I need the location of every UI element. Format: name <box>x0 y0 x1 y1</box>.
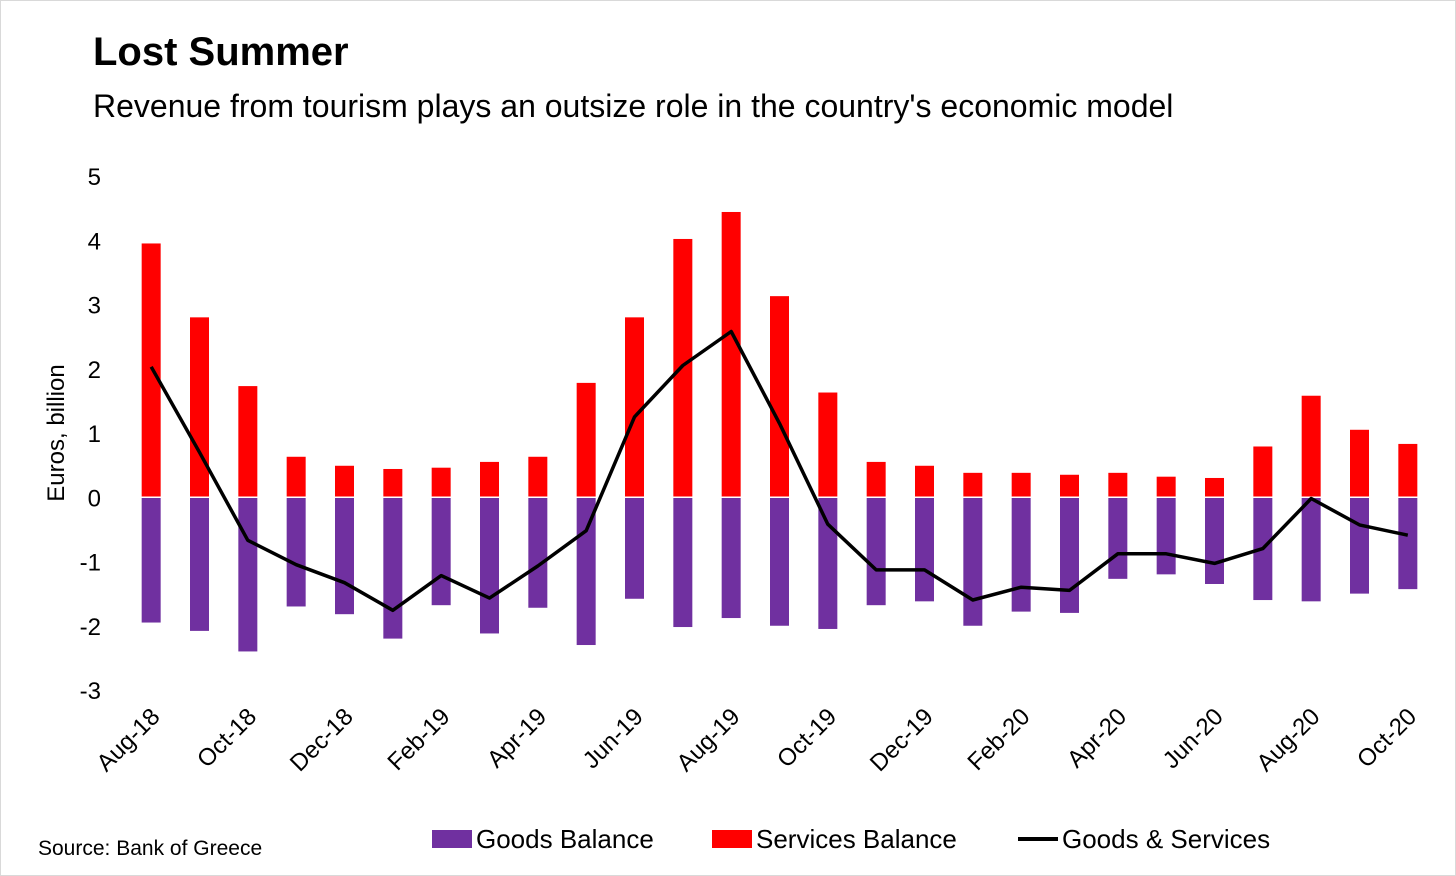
y-tick-label: -2 <box>80 614 101 641</box>
goods-bar <box>625 497 644 599</box>
legend-goods: Goods Balance <box>432 822 654 856</box>
chart-subtitle: Revenue from tourism plays an outsize ro… <box>93 88 1174 124</box>
goods-bar <box>1108 497 1128 579</box>
services-bar <box>1253 446 1273 498</box>
goods-bar <box>190 497 209 631</box>
x-tick-label: Oct-20 <box>1352 703 1422 773</box>
services-bar <box>335 465 354 498</box>
y-axis-label: Euros, billion <box>43 364 70 501</box>
goods-bar <box>1398 497 1418 590</box>
goods-bar <box>383 497 403 639</box>
services-bar <box>1060 474 1079 498</box>
legend-total-swatch <box>1018 837 1058 841</box>
goods-bar <box>286 497 306 607</box>
legend-goods-label: Goods Balance <box>476 823 654 854</box>
x-tick-label: Feb-19 <box>383 703 456 776</box>
services-bar <box>528 456 548 498</box>
x-tick-label: Dec-18 <box>285 703 359 777</box>
legend-services-swatch <box>712 830 752 848</box>
chart-title: Lost Summer <box>93 30 349 74</box>
y-tick-label: -1 <box>80 550 101 577</box>
goods-bar <box>1205 497 1224 584</box>
x-tick-label: Oct-19 <box>772 703 842 773</box>
goods-bar <box>238 497 258 652</box>
services-bar <box>963 472 983 498</box>
goods-bar <box>770 497 789 626</box>
goods-services-line <box>149 329 1409 613</box>
source-note: Source: Bank of Greece <box>38 837 263 860</box>
goods-bar <box>528 497 548 608</box>
services-bar <box>238 386 258 498</box>
goods-bar <box>721 497 741 619</box>
x-tick-label: Aug-18 <box>92 703 166 777</box>
goods-bar <box>1011 497 1031 612</box>
goods-bar <box>1301 497 1321 602</box>
services-bar <box>1398 443 1418 498</box>
services-bar <box>721 211 741 498</box>
x-tick-label: Aug-20 <box>1252 703 1326 777</box>
x-tick-label: Oct-18 <box>192 703 262 773</box>
goods-bar <box>818 497 838 629</box>
y-tick-label: -3 <box>80 678 101 705</box>
y-tick-label: 1 <box>88 421 101 448</box>
goods-bar <box>673 497 693 628</box>
services-bar <box>1011 472 1031 498</box>
x-tick-label: Feb-20 <box>963 703 1036 776</box>
services-bar <box>818 392 838 498</box>
goods-bar <box>1350 497 1369 594</box>
services-bar <box>1301 395 1321 498</box>
x-tick-label: Dec-19 <box>865 703 939 777</box>
services-bar <box>1205 477 1224 498</box>
services-bar <box>383 468 403 498</box>
goods-bar <box>866 497 886 606</box>
x-tick-label: Jun-19 <box>578 703 649 774</box>
services-bar <box>1156 476 1176 498</box>
services-bar <box>1350 429 1369 498</box>
services-bar <box>286 456 306 498</box>
legend-goods-swatch <box>432 830 472 848</box>
services-bar <box>770 296 789 498</box>
services-bar <box>673 238 693 498</box>
goods-bar <box>915 497 934 602</box>
services-bar <box>141 243 161 498</box>
y-tick-label: 3 <box>88 293 101 320</box>
y-tick-label: 5 <box>88 164 101 191</box>
goods-bar <box>141 497 161 623</box>
goods-bar <box>1156 497 1176 575</box>
legend-total-label: Goods & Services <box>1062 823 1271 854</box>
y-tick-label: 0 <box>88 485 101 512</box>
goods-bar <box>480 497 499 634</box>
services-bar <box>190 317 209 498</box>
services-bar <box>576 382 596 498</box>
x-tick-label: Apr-20 <box>1062 703 1132 773</box>
y-tick-label: 2 <box>88 357 101 384</box>
services-bar <box>431 467 451 498</box>
x-tick-label: Jun-20 <box>1158 703 1229 774</box>
services-bar <box>480 461 499 498</box>
legend-total: Goods & Services <box>1018 822 1270 856</box>
services-bar <box>625 317 644 498</box>
services-bar <box>866 461 886 498</box>
services-bar <box>915 465 934 498</box>
goods-bar <box>963 497 983 626</box>
x-tick-label: Aug-19 <box>672 703 746 777</box>
x-tick-label: Apr-19 <box>482 703 552 773</box>
goods-bar <box>1060 497 1079 613</box>
legend-services: Services Balance <box>712 822 957 856</box>
goods-bar <box>431 497 451 606</box>
legend-services-label: Services Balance <box>756 823 957 854</box>
services-bar <box>1108 472 1128 498</box>
y-tick-label: 4 <box>88 228 101 255</box>
goods-bar <box>335 497 354 615</box>
